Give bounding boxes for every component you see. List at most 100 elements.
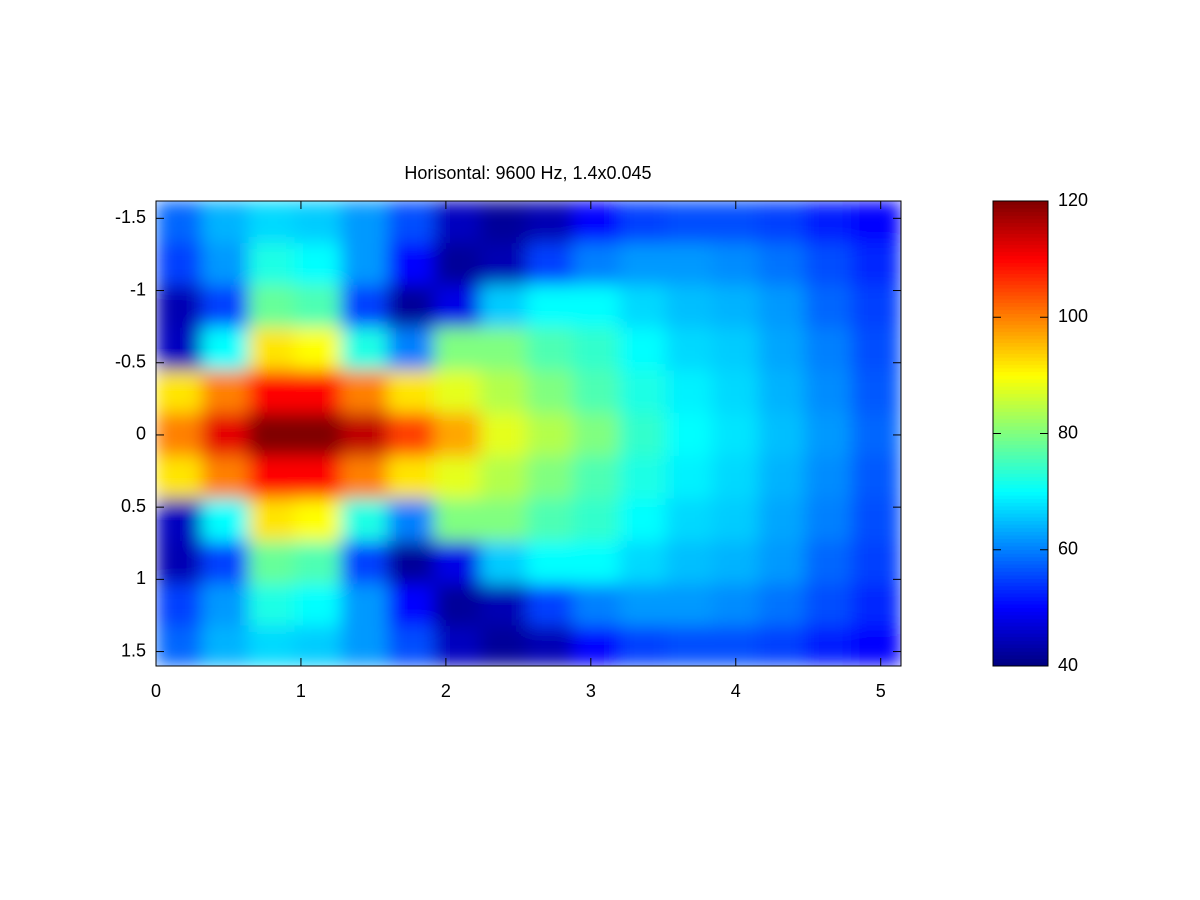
heatmap-cell [294,456,343,500]
heatmap-cell [387,284,435,329]
heatmap-cell [572,284,621,329]
heatmap-cell [480,498,528,543]
heatmap-cell [294,625,343,666]
colorbar-swatch [993,338,1048,343]
heatmap-cell [526,201,574,245]
colorbar-tick-label: 40 [1058,655,1078,675]
colorbar-swatch [993,309,1048,314]
heatmap-cell [480,541,528,585]
colorbar-swatch [993,215,1048,220]
heatmap-cell [619,243,667,286]
heatmap-cell [572,412,621,458]
colorbar-swatch [993,563,1048,569]
heatmap-cell [480,412,528,458]
heatmap-cell [201,370,250,414]
colorbar-swatch [993,385,1048,391]
colorbar-swatch [993,582,1048,587]
colorbar-swatch [993,404,1048,409]
colorbar-swatch [993,411,1048,416]
heatmap-cell [712,370,760,414]
colorbar-swatch [993,204,1048,209]
heatmap-cell [572,327,621,372]
heatmap-cell [851,541,901,585]
heatmap-cell [433,327,482,372]
colorbar-tick-label: 120 [1058,190,1088,210]
colorbar-swatch [993,531,1048,536]
heatmap-cell [341,625,389,666]
heatmap-cell [758,625,806,666]
heatmap-cell [433,498,482,543]
heatmap-cell [433,243,482,286]
colorbar-swatch [993,458,1048,463]
heatmap-cell [851,498,901,543]
heatmap-cell [156,284,203,329]
heatmap-cell [526,327,574,372]
colorbar-swatch [993,247,1048,253]
heatmap-cell [248,541,296,585]
colorbar-swatch [993,545,1048,551]
y-tick-label: 1.5 [121,640,146,660]
heatmap-cell [294,243,343,286]
colorbar-swatch [993,378,1048,383]
colorbar-swatch [993,589,1048,594]
heatmap-cell [248,201,296,245]
heatmap-cell [387,456,435,500]
heatmap-cell [804,370,853,414]
heatmap-cell [665,201,714,245]
y-tick-label: 1 [136,568,146,588]
heatmap-cell [156,498,203,543]
colorbar-swatch [993,287,1048,293]
heatmap-cell [619,498,667,543]
colorbar-swatch [993,454,1048,460]
colorbar-swatch [993,302,1048,307]
colorbar-swatch [993,560,1048,565]
colorbar-swatch [993,229,1048,234]
colorbar-swatch [993,473,1048,478]
heatmap-cell [619,412,667,458]
heatmap-cell [804,284,853,329]
colorbar-swatch [993,375,1048,380]
heatmap-cell [433,541,482,585]
colorbar-swatch [993,331,1048,336]
heatmap-cell [851,243,901,286]
heatmap-cell [712,541,760,585]
heatmap-cell [712,284,760,329]
colorbar-swatch [993,389,1048,394]
colorbar-swatch [993,640,1048,645]
colorbar-swatch [993,534,1048,540]
heatmap-cell [804,243,853,286]
heatmap-cell [341,370,389,414]
heatmap-cell [804,498,853,543]
heatmap-cell [156,456,203,500]
colorbar-swatch [993,567,1048,572]
heatmap-cell [758,370,806,414]
colorbar-swatch [993,382,1048,387]
heatmap-cell [201,583,250,627]
colorbar: 40 60 80 100 120 [992,190,1088,675]
heatmap-cell [619,284,667,329]
colorbar-swatch [993,371,1048,376]
colorbar-swatch [993,513,1048,518]
heatmap-cell [758,456,806,500]
colorbar-swatch [993,469,1048,474]
heatmap-cell [201,412,250,458]
heatmap-cell [201,201,250,245]
heatmap-cell [248,243,296,286]
colorbar-swatch [993,284,1048,289]
heatmap-cell [712,456,760,500]
heatmap-cell [851,201,901,245]
heatmap-cell [758,284,806,329]
heatmap-cell [341,243,389,286]
colorbar-swatch [993,349,1048,354]
colorbar-swatch [993,226,1048,231]
colorbar-swatch [993,480,1048,485]
colorbar-swatch [993,324,1048,329]
heatmap-cell [526,412,574,458]
heatmap-cell [480,370,528,414]
colorbar-swatch [993,273,1048,278]
heatmap-cell [758,243,806,286]
colorbar-swatch [993,291,1048,296]
heatmap-cell [248,284,296,329]
y-tick-label: 0.5 [121,496,146,516]
